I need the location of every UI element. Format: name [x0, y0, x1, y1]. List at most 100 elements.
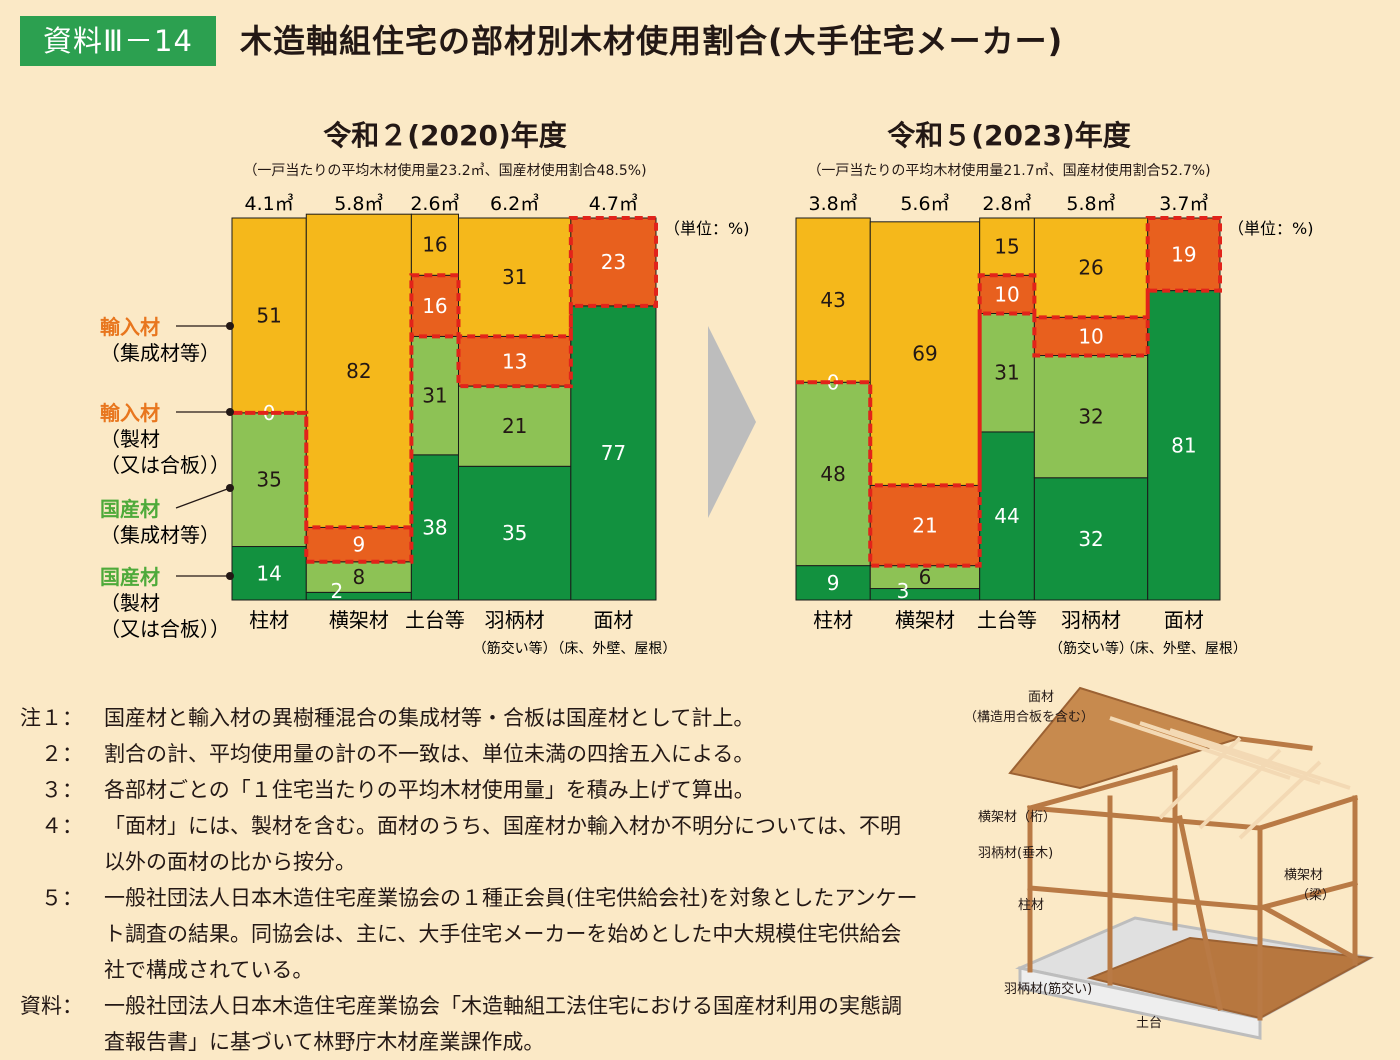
- data-label: 19: [1171, 242, 1196, 266]
- legend-main: 国産材: [100, 497, 160, 521]
- note-text: 各部材ごとの「１住宅当たりの平均木材使用量」を積み上げて算出。: [104, 778, 755, 802]
- data-label: 31: [994, 361, 1019, 385]
- house-frame-illustration: 面材 （構造用合板を含む） 横架材（桁） 羽柄材(垂木) 柱材 横架材 （梁） …: [960, 678, 1380, 1052]
- legend-main: 輸入材: [100, 401, 160, 425]
- note-key: 注１：: [20, 706, 83, 730]
- bar-segment: [410, 274, 459, 337]
- category-label: 羽柄材: [485, 608, 545, 632]
- note-4: ４： 「面材」には、製材を含む。面材のうち、国産材か輸入材か不明分については、不明…: [20, 808, 920, 880]
- note-5: ５： 一般社団法人日本木造住宅産業協会の１種正会員(住宅供給会社)を対象としたアン…: [20, 880, 920, 988]
- volume-label: 3.8㎥: [809, 193, 858, 215]
- volume-label: 6.2㎥: [490, 193, 539, 215]
- data-label: 44: [994, 504, 1019, 528]
- imported-lumber-outline: [796, 216, 1222, 568]
- category-sublabel: （筋交い等）: [473, 640, 557, 657]
- note-key: 資料：: [20, 994, 83, 1018]
- note-text: 一般社団法人日本木造住宅産業協会の１種正会員(住宅供給会社)を対象としたアンケー…: [104, 886, 918, 982]
- data-label: 21: [912, 514, 937, 538]
- legend-sub: （又は合板））: [100, 617, 230, 641]
- data-label: 43: [820, 288, 845, 312]
- volume-label: 5.8㎥: [334, 193, 383, 215]
- note-1: 注１： 国産材と輸入材の異樹種混合の集成材等・合板は国産材として計上。: [20, 700, 920, 736]
- data-label: 31: [422, 384, 447, 408]
- bar-segment: [305, 213, 412, 528]
- illus-label-beam: 横架材: [1284, 868, 1324, 883]
- data-label: 32: [1078, 527, 1103, 551]
- illus-label-panel: 面材: [1028, 690, 1055, 705]
- bar-segment: [1147, 290, 1221, 601]
- category-label: 面材: [593, 608, 633, 632]
- bar-segment: [1147, 217, 1221, 292]
- note-3: ３： 各部材ごとの「１住宅当たりの平均木材使用量」を積み上げて算出。: [20, 772, 920, 808]
- illus-label-rafter: 羽柄材(垂木): [978, 846, 1054, 861]
- unit-label: （単位：%): [664, 219, 749, 238]
- volume-label: 5.6㎥: [900, 193, 949, 215]
- legend-sub: （製材: [100, 427, 160, 451]
- data-label: 15: [994, 235, 1019, 259]
- data-label: 38: [422, 515, 447, 539]
- data-label: 8: [352, 565, 365, 589]
- illus-label-beam-girder: 横架材（桁）: [978, 810, 1057, 825]
- bar-segment: [457, 335, 572, 387]
- transition-arrow: [708, 326, 756, 518]
- bar-segment: [979, 274, 1035, 314]
- volume-label: 4.7㎥: [589, 193, 638, 215]
- bar-segment: [1033, 217, 1149, 318]
- bar-segment: [795, 381, 871, 567]
- category-sublabel: （床、外壁、屋根）: [1121, 641, 1247, 657]
- bar-segment: [869, 484, 981, 567]
- figure-number-badge: 資料Ⅲ－14: [20, 16, 216, 66]
- figure-title: 木造軸組住宅の部材別木材使用割合(大手住宅メーカー): [240, 22, 1064, 60]
- note-key: ５：: [20, 886, 83, 910]
- source-note: 資料： 一般社団法人日本木造住宅産業協会「木造軸組工法住宅における国産材利用の実態…: [20, 988, 920, 1060]
- panel-title-2020: 令和２(2020)年度: [323, 119, 567, 152]
- legend-main: 国産材: [100, 565, 160, 589]
- data-label: 81: [1171, 433, 1196, 457]
- category-sublabel: （筋交い等）: [1049, 640, 1133, 657]
- data-label: 16: [422, 233, 447, 257]
- bar-segment: [869, 221, 981, 486]
- legend-dot: [226, 484, 234, 492]
- panel-subtitle-2020: （一戸当たりの平均木材使用量23.2㎥、国産材使用割合48.5%): [243, 163, 647, 179]
- bar-segment: [457, 217, 572, 337]
- bar-segment: [869, 588, 981, 601]
- data-label: 10: [1078, 324, 1103, 348]
- data-label: 2: [330, 579, 343, 603]
- data-label: 0: [263, 401, 276, 425]
- note-text: 国産材と輸入材の異樹種混合の集成材等・合板は国産材として計上。: [104, 706, 755, 730]
- legend-main: 輸入材: [100, 315, 160, 339]
- bar-segment: [457, 465, 572, 601]
- volume-label: 3.7㎥: [1159, 193, 1208, 215]
- data-label: 14: [256, 561, 281, 585]
- note-text: 「面材」には、製材を含む。面材のうち、国産材か輸入材か不明分については、不明以外…: [104, 814, 901, 874]
- volume-label: 2.8㎥: [982, 193, 1031, 215]
- house-frame-drawing: [1008, 686, 1375, 1040]
- note-text: 割合の計、平均使用量の計の不一致は、単位未満の四捨五入による。: [104, 742, 755, 766]
- bar-segment: [1033, 355, 1149, 479]
- bar-segment: [570, 217, 657, 307]
- bar-segment: [457, 385, 572, 467]
- data-label: 9: [827, 571, 840, 595]
- legend-sub: （製材: [100, 591, 160, 615]
- bar-segment: [410, 213, 459, 276]
- legend-dot: [226, 322, 234, 330]
- imported-lumber-outline: [232, 216, 658, 564]
- category-label: 面材: [1164, 608, 1204, 632]
- note-key: ３：: [20, 778, 83, 802]
- illus-label-panel-sub: （構造用合板を含む）: [964, 710, 1095, 725]
- wood-usage-mekko-charts: 4.1㎥ 14 35 0 51 柱材 5.8㎥ 28 9 82 横架材 2.6㎥ 38 31 16 16 土台等…: [100, 193, 1313, 657]
- data-label: 69: [912, 342, 937, 366]
- bar-segment: [570, 305, 657, 601]
- bar-segment: [410, 335, 459, 456]
- category-label: 横架材: [895, 608, 955, 632]
- note-2: ２： 割合の計、平均使用量の計の不一致は、単位未満の四捨五入による。: [20, 736, 920, 772]
- illus-label-sill: 土台: [1136, 1016, 1163, 1031]
- data-label: 6: [919, 565, 932, 589]
- illus-label-column: 柱材: [1018, 898, 1045, 913]
- data-label: 21: [502, 414, 527, 438]
- note-key: ４：: [20, 814, 83, 838]
- data-label: 26: [1078, 256, 1103, 280]
- legend-dot: [226, 408, 234, 416]
- legend-sub: （集成材等）: [100, 341, 220, 365]
- legend-leader: [175, 487, 231, 509]
